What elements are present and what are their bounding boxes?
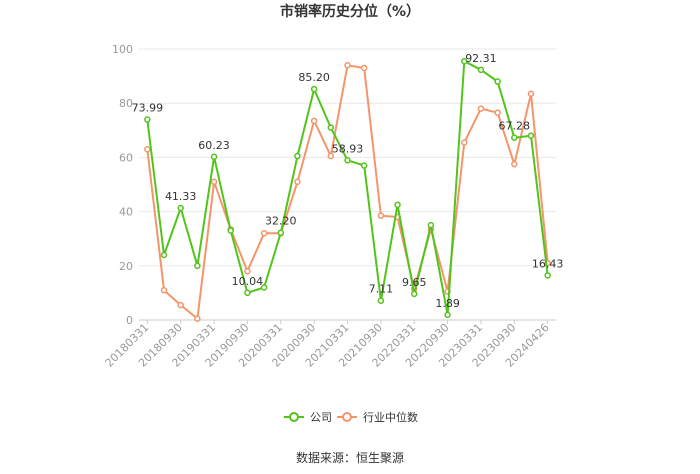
data-label: 41.33 bbox=[165, 190, 197, 203]
data-point bbox=[377, 297, 385, 304]
data-point bbox=[360, 162, 368, 169]
data-point bbox=[494, 78, 501, 85]
data-point bbox=[260, 230, 268, 237]
data-point bbox=[310, 117, 318, 125]
legend-marker bbox=[342, 412, 352, 422]
data-point bbox=[144, 116, 151, 123]
data-label: 1.89 bbox=[435, 297, 460, 310]
data-point bbox=[360, 64, 368, 72]
data-point bbox=[294, 152, 301, 160]
data-point bbox=[210, 153, 218, 161]
legend-item-company[interactable]: 公司 bbox=[284, 411, 332, 424]
data-label: 67.28 bbox=[499, 120, 531, 133]
y-tick-label: 0 bbox=[126, 314, 133, 327]
data-point bbox=[527, 132, 535, 139]
data-point bbox=[461, 57, 468, 65]
y-tick-label: 40 bbox=[119, 206, 133, 219]
data-point bbox=[344, 157, 351, 164]
data-point bbox=[194, 262, 201, 270]
data-labels: 73.99 41.33 60.23 10.04 32.20 85.20 58.93 7.11 9… bbox=[132, 52, 564, 310]
y-tick-label: 20 bbox=[119, 260, 133, 273]
y-tick-label: 80 bbox=[119, 97, 133, 110]
data-label: 10.04 bbox=[232, 275, 264, 288]
data-label: 58.93 bbox=[332, 142, 364, 155]
data-label: 60.23 bbox=[198, 139, 230, 152]
data-label: 7.11 bbox=[369, 283, 394, 296]
data-point bbox=[177, 301, 184, 309]
data-point bbox=[511, 160, 518, 168]
data-label: 92.31 bbox=[465, 52, 497, 65]
legend-label: 公司 bbox=[310, 411, 332, 424]
data-point bbox=[244, 267, 251, 275]
data-label: 73.99 bbox=[132, 101, 164, 114]
data-point bbox=[410, 290, 418, 298]
data-point bbox=[527, 90, 535, 97]
data-point bbox=[477, 66, 485, 74]
data-point bbox=[244, 289, 251, 297]
data-point bbox=[344, 62, 351, 69]
data-point bbox=[177, 204, 184, 212]
axes: 0204060801002018033120180930201903312019… bbox=[103, 43, 556, 370]
data-point bbox=[327, 124, 335, 131]
data-point bbox=[260, 284, 268, 291]
data-point bbox=[494, 109, 501, 116]
data-point bbox=[194, 315, 201, 322]
data-point bbox=[160, 251, 168, 259]
data-label: 16.43 bbox=[532, 257, 564, 270]
data-point bbox=[461, 139, 468, 146]
y-tick-label: 100 bbox=[112, 43, 133, 56]
data-point bbox=[144, 146, 151, 153]
legend-marker bbox=[289, 412, 299, 422]
series-line-company bbox=[146, 60, 549, 316]
source-note: 数据来源：恒生聚源 bbox=[296, 450, 404, 465]
data-point bbox=[294, 178, 301, 186]
data-point bbox=[544, 272, 551, 279]
data-point bbox=[310, 85, 318, 93]
data-label: 9.65 bbox=[402, 276, 427, 289]
data-point bbox=[377, 212, 385, 219]
data-point bbox=[227, 227, 234, 234]
data-point bbox=[210, 178, 218, 186]
data-point bbox=[427, 221, 435, 229]
data-point bbox=[160, 286, 168, 294]
chart-title: 市销率历史分位（%） bbox=[280, 3, 420, 20]
data-point bbox=[444, 311, 451, 319]
data-label: 32.20 bbox=[265, 215, 297, 228]
data-point bbox=[511, 134, 518, 141]
data-label: 85.20 bbox=[298, 71, 330, 84]
y-tick-label: 60 bbox=[119, 151, 133, 164]
data-point bbox=[477, 105, 485, 112]
data-point bbox=[394, 201, 401, 209]
legend-item-industry-median[interactable]: 行业中位数 bbox=[337, 410, 418, 424]
legend-label: 行业中位数 bbox=[363, 410, 418, 424]
data-point bbox=[277, 229, 285, 236]
data-point bbox=[327, 152, 335, 160]
series-layer bbox=[144, 57, 551, 322]
legend[interactable]: 公司 行业中位数 bbox=[284, 410, 418, 424]
